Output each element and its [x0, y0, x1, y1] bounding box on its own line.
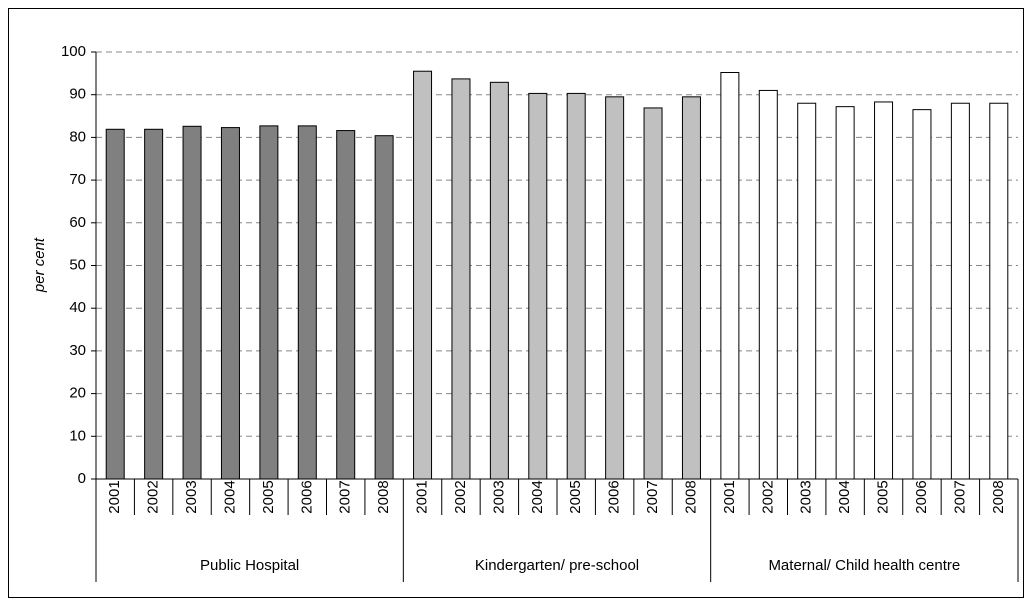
x-tick-label: 2007: [644, 480, 661, 513]
bar: [950, 102, 970, 480]
x-tick-label: 2001: [721, 480, 738, 513]
bar: [144, 128, 164, 480]
y-tick-label: 10: [69, 427, 86, 444]
bar: [489, 81, 509, 480]
bar: [413, 70, 433, 480]
bar: [105, 128, 125, 480]
y-tick-label: 70: [69, 171, 86, 188]
x-tick-label: 2005: [260, 480, 277, 513]
x-tick-label: 2002: [759, 480, 776, 513]
x-tick-label: 2006: [606, 480, 623, 513]
bar: [259, 125, 279, 480]
x-tick-label: 2005: [875, 480, 892, 513]
bar: [220, 127, 240, 480]
y-tick-label: 0: [78, 470, 86, 487]
bar: [835, 106, 855, 480]
x-tick-label: 2004: [836, 480, 853, 513]
x-tick-label: 2008: [990, 480, 1007, 513]
x-tick-label: 2001: [106, 480, 123, 513]
y-tick-label: 40: [69, 299, 86, 316]
x-tick-label: 2002: [145, 480, 162, 513]
group-label: Maternal/ Child health centre: [768, 557, 960, 574]
x-tick-label: 2001: [414, 480, 431, 513]
x-tick-label: 2005: [567, 480, 584, 513]
y-tick-label: 20: [69, 385, 86, 402]
y-tick-label: 80: [69, 128, 86, 145]
bar: [605, 96, 625, 480]
x-tick-label: 2007: [951, 480, 968, 513]
x-tick-label: 2007: [337, 480, 354, 513]
x-tick-label: 2004: [529, 480, 546, 513]
bar: [566, 92, 586, 480]
x-tick-label: 2004: [221, 480, 238, 513]
y-tick-label: 100: [61, 43, 86, 60]
x-tick-label: 2003: [490, 480, 507, 513]
bar: [989, 102, 1009, 480]
bar: [874, 101, 894, 480]
bar: [643, 107, 663, 480]
y-tick-label: 50: [69, 256, 86, 273]
bar: [374, 135, 394, 480]
y-axis-label: per cent: [31, 237, 48, 293]
x-tick-label: 2008: [375, 480, 392, 513]
group-label: Kindergarten/ pre-school: [475, 557, 639, 574]
x-tick-label: 2006: [298, 480, 315, 513]
bar: [528, 92, 548, 480]
group-label: Public Hospital: [200, 557, 299, 574]
bar: [182, 125, 202, 480]
x-tick-label: 2003: [798, 480, 815, 513]
x-tick-label: 2008: [682, 480, 699, 513]
bar: [681, 96, 701, 480]
y-tick-label: 30: [69, 342, 86, 359]
bar: [758, 89, 778, 480]
y-tick-label: 90: [69, 86, 86, 103]
bar: [720, 71, 740, 480]
x-tick-label: 2002: [452, 480, 469, 513]
bar: [797, 102, 817, 480]
bar: [336, 130, 356, 480]
bar: [912, 109, 932, 480]
x-tick-label: 2006: [913, 480, 930, 513]
x-tick-label: 2003: [183, 480, 200, 513]
bar: [451, 78, 471, 480]
y-tick-label: 60: [69, 214, 86, 231]
bar: [297, 125, 317, 480]
